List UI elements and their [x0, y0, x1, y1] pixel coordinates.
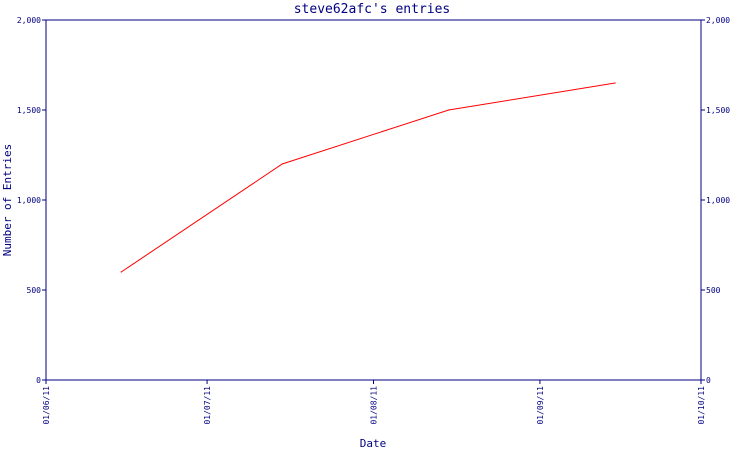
y-tick-label-left: 2,000: [17, 16, 41, 25]
chart-title: steve62afc's entries: [294, 2, 451, 17]
y-tick-label-right: 2,000: [706, 16, 730, 25]
y-tick-label-left: 500: [27, 286, 42, 295]
x-tick-label: 01/10/11: [697, 386, 706, 425]
y-tick-label-right: 500: [706, 286, 721, 295]
y-tick-label-right: 1,500: [706, 106, 730, 115]
x-tick-label: 01/07/11: [203, 386, 212, 425]
plot-area: [45, 19, 702, 381]
series-line: [120, 82, 616, 273]
y-tick-label-right: 1,000: [706, 196, 730, 205]
y-tick-label-right: 0: [706, 376, 711, 385]
y-tick-label-left: 1,500: [17, 106, 41, 115]
data-point: [614, 82, 616, 84]
x-tick-label: 01/09/11: [536, 386, 545, 425]
x-tick-label: 01/06/11: [42, 386, 51, 425]
y-tick-label-left: 0: [36, 376, 41, 385]
y-axis-label: Number of Entries: [1, 144, 14, 257]
y-axis: 0 0 500 500 1,000 1,000 1,500 1,500 2,000 2,000: [17, 16, 730, 385]
data-point: [281, 163, 283, 165]
x-axis-label: Date: [360, 437, 387, 450]
y-tick-label-left: 1,000: [17, 196, 41, 205]
x-tick-label: 01/08/11: [370, 386, 379, 425]
data-point: [120, 271, 122, 273]
data-point: [448, 109, 450, 111]
series-layer: [120, 82, 616, 273]
x-axis: 01/06/11 01/07/11 01/08/11 01/09/11 01/10/11: [42, 380, 706, 425]
